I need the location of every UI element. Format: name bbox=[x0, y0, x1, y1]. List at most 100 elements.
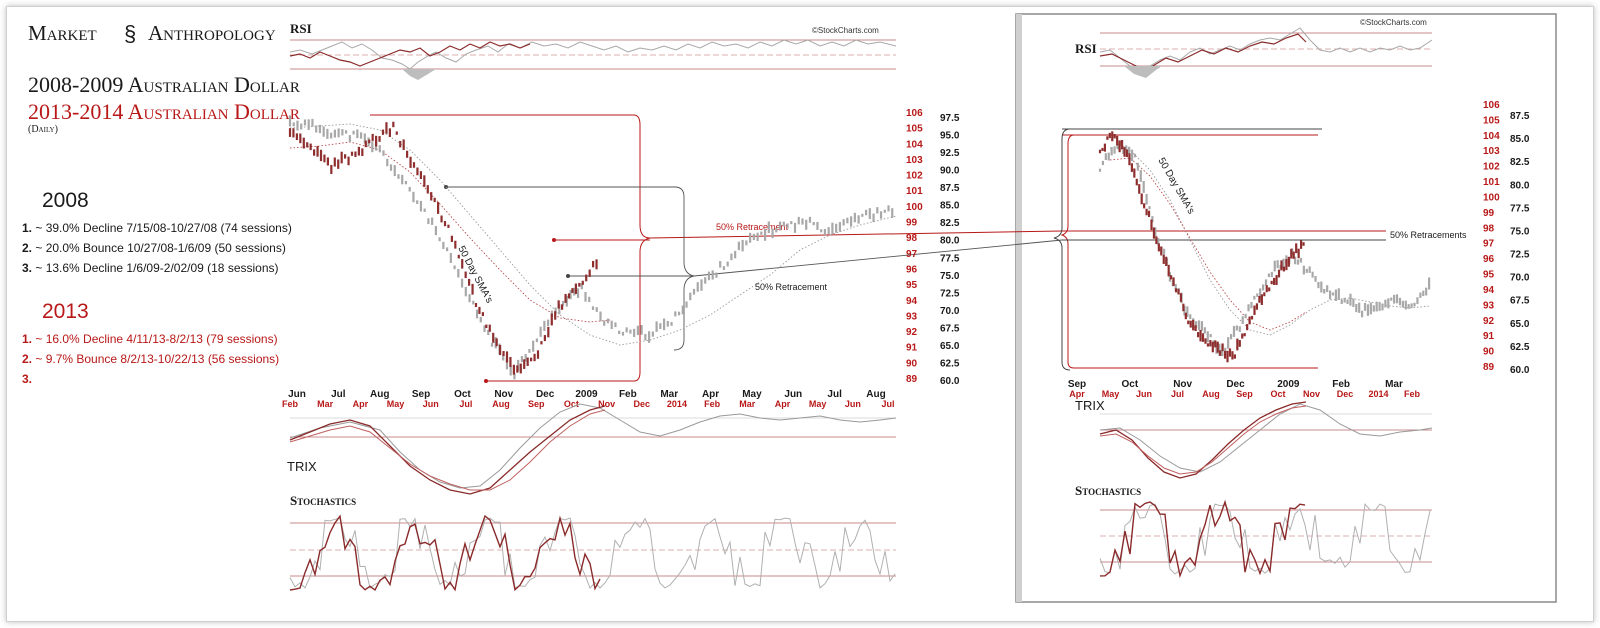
stochastic-line bbox=[1099, 499, 1306, 579]
y-tick: 82.5 bbox=[940, 218, 960, 229]
right-panel-frame bbox=[1015, 13, 1557, 603]
y-tick: 96 bbox=[906, 264, 918, 275]
left-stoch-panel: Stochastics bbox=[289, 493, 896, 592]
x-tick: 2009 bbox=[1277, 379, 1300, 390]
note-item: 1. ~ 39.0% Decline 7/15/08-10/27/08 (74 … bbox=[22, 221, 292, 235]
dna-icon: § bbox=[124, 21, 136, 46]
y-tick: 62.5 bbox=[940, 358, 960, 369]
y-tick: 97.5 bbox=[940, 113, 960, 124]
x-tick: Sep bbox=[1068, 379, 1086, 390]
y-tick: 72.5 bbox=[1510, 250, 1530, 261]
y-tick: 90 bbox=[906, 358, 918, 369]
left-trix-label: TRIX bbox=[287, 459, 317, 474]
y-tick: 90.0 bbox=[940, 166, 960, 177]
y-tick: 85.0 bbox=[940, 201, 960, 212]
x-tick: Jul bbox=[881, 399, 894, 409]
right-price-panel: 50% Retracements 50 Day SMA's 1061051041… bbox=[1053, 100, 1530, 399]
x-tick: Apr bbox=[353, 399, 369, 409]
y-tick: 105 bbox=[906, 124, 923, 135]
y-tick: 103 bbox=[1483, 146, 1500, 157]
x-tick: Dec bbox=[634, 399, 651, 409]
y-tick: 102 bbox=[906, 171, 923, 182]
x-tick: Jun bbox=[288, 389, 306, 400]
x-tick: Aug bbox=[370, 389, 389, 400]
x-tick: Oct bbox=[564, 399, 579, 409]
left-retracement-red: 50% Retracement bbox=[716, 222, 789, 232]
stochastic-line bbox=[1099, 503, 1431, 575]
y-tick: 106 bbox=[1483, 100, 1500, 111]
y-tick: 65.0 bbox=[940, 341, 960, 352]
note-item: 3. ~ 13.6% Decline 1/6/09-2/02/09 (18 se… bbox=[22, 261, 279, 275]
y-tick: 72.5 bbox=[940, 288, 960, 299]
x-tick: 2014 bbox=[667, 399, 687, 409]
title-2008: 2008-2009 Australian Dollar bbox=[28, 72, 300, 97]
right-trix-panel: TRIX bbox=[1075, 398, 1433, 479]
x-tick: Jul bbox=[459, 399, 472, 409]
x-tick: May bbox=[809, 399, 827, 409]
x-tick: Jul bbox=[827, 389, 842, 400]
x-tick: Mar bbox=[660, 389, 678, 400]
note-item: 2. ~ 20.0% Bounce 10/27/08-1/6/09 (50 se… bbox=[22, 241, 286, 255]
y-tick: 100 bbox=[906, 202, 923, 213]
y-tick: 77.5 bbox=[940, 253, 960, 264]
y-tick: 99 bbox=[1483, 208, 1495, 219]
x-tick: Jun bbox=[1136, 389, 1152, 399]
y-tick: 85.0 bbox=[1510, 134, 1530, 145]
x-tick: Apr bbox=[1069, 389, 1085, 399]
x-tick: Jun bbox=[423, 399, 439, 409]
note-item: 3. bbox=[22, 372, 32, 386]
y-tick: 77.5 bbox=[1510, 203, 1530, 214]
right-watermark: ©StockCharts.com bbox=[1360, 18, 1427, 27]
right-series-2013 bbox=[1098, 131, 1305, 363]
y-tick: 91 bbox=[906, 343, 918, 354]
y-tick: 99 bbox=[906, 218, 918, 229]
y-tick: 97 bbox=[1483, 239, 1495, 250]
x-tick: Mar bbox=[1385, 379, 1403, 390]
x-tick: 2009 bbox=[575, 389, 598, 400]
left-retracement-black: 50% Retracement bbox=[755, 282, 828, 292]
y-tick: 102 bbox=[1483, 162, 1500, 173]
right-rsi-label: RSI bbox=[1075, 41, 1097, 56]
y-tick: 100 bbox=[1483, 192, 1500, 203]
stochastic-line bbox=[289, 517, 896, 589]
x-tick: Feb bbox=[704, 399, 721, 409]
note-item: 1. ~ 16.0% Decline 4/11/13-8/2/13 (79 se… bbox=[22, 332, 278, 346]
x-tick: Nov bbox=[1173, 379, 1192, 390]
y-tick: 92 bbox=[1483, 316, 1495, 327]
x-tick: Feb bbox=[1332, 379, 1350, 390]
left-x-labels-2013: Feb Mar Apr May Jun Jul Aug Sep Oct Nov Dec 2014 Feb… bbox=[282, 399, 895, 409]
y-tick: 62.5 bbox=[1510, 342, 1530, 353]
right-rsi-panel: ©StockCharts.com RSI bbox=[1075, 18, 1433, 78]
brand-logo: Market § Anthropology bbox=[28, 21, 276, 46]
y-tick: 98 bbox=[906, 233, 918, 244]
y-tick: 80.0 bbox=[940, 236, 960, 247]
y-tick: 70.0 bbox=[1510, 273, 1530, 284]
x-tick: Mar bbox=[317, 399, 334, 409]
left-rsi-label: RSI bbox=[290, 21, 312, 36]
title-daily: (Daily) bbox=[28, 124, 58, 135]
left-rsi-panel: RSI ©StockCharts.com bbox=[289, 21, 897, 80]
x-tick: May bbox=[1102, 389, 1120, 399]
y-tick: 94 bbox=[906, 296, 918, 307]
left-y-ticks-2013: 106 105 104 103 102 101 100 99 98 97 96 95 94 93 92 91 9… bbox=[906, 108, 923, 385]
y-tick: 95.0 bbox=[940, 131, 960, 142]
x-tick: Nov bbox=[494, 389, 513, 400]
left-y-ticks-2008: 97.5 95.0 92.5 90.0 87.5 85.0 82.5 80.0 77.5 75.0… bbox=[940, 113, 960, 387]
right-stoch-label: Stochastics bbox=[1075, 483, 1141, 498]
right-x-labels-2013: Apr May Jun Jul Aug Sep Oct Nov Dec 2014 Feb bbox=[1069, 389, 1420, 399]
right-trix-label: TRIX bbox=[1075, 398, 1105, 413]
right-y-ticks-2008: 87.5 85.0 82.5 80.0 77.5 75.0 72.5 70.0 67.5 65.0… bbox=[1510, 111, 1530, 376]
y-tick: 60.0 bbox=[1510, 365, 1530, 376]
y-tick: 92 bbox=[906, 327, 918, 338]
y-tick: 95 bbox=[906, 280, 918, 291]
right-x-labels-2008: Sep Oct Nov Dec 2009 Feb Mar bbox=[1068, 379, 1403, 390]
left-watermark: ©StockCharts.com bbox=[812, 26, 879, 35]
left-x-labels-2008: Jun Jul Aug Sep Oct Nov Dec 2009 Feb Mar Apr May Jun… bbox=[288, 389, 886, 400]
x-tick: Jun bbox=[784, 389, 802, 400]
y-tick: 89 bbox=[1483, 362, 1495, 373]
y-tick: 89 bbox=[906, 374, 918, 385]
x-tick: Dec bbox=[536, 389, 555, 400]
notes-2013-list: 1. ~ 16.0% Decline 4/11/13-8/2/13 (79 se… bbox=[22, 332, 279, 386]
left-series-2008 bbox=[288, 115, 894, 380]
